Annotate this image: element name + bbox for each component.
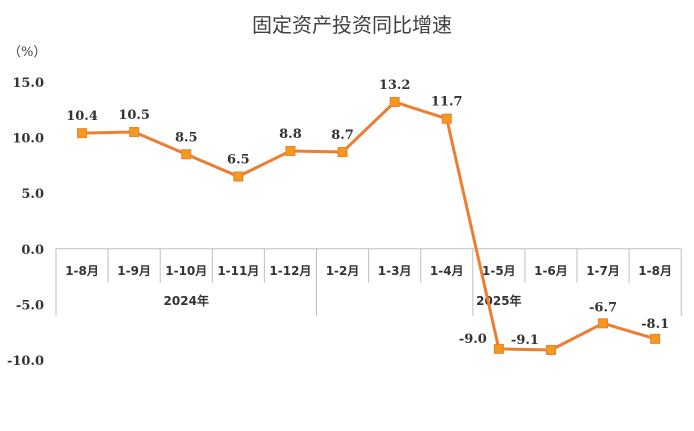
- x-tick-label: 1-11月: [217, 264, 259, 278]
- y-tick-label: 10.0: [12, 132, 44, 147]
- data-point: [389, 97, 400, 108]
- y-tick-label: 15.0: [12, 76, 44, 91]
- y-tick-label: -10.0: [7, 354, 44, 369]
- data-point: [493, 343, 504, 354]
- data-label: -9.1: [511, 333, 539, 348]
- x-axis-labels: 1-8月 1-9月 1-10月 1-11月 1-12月 1-2月 1-3月 1-4月 1-5月 1…: [65, 264, 672, 278]
- data-label: 8.5: [175, 130, 198, 145]
- series-line-path: [82, 100, 656, 352]
- data-point: [233, 171, 244, 182]
- data-label: 10.5: [118, 108, 150, 123]
- x-tick-label: 1-12月: [269, 264, 311, 278]
- year-labels: 2024年 2025年: [164, 293, 522, 308]
- data-point: [285, 145, 296, 156]
- x-tick-label: 1-2月: [326, 264, 360, 278]
- y-axis-ticks: 15.0 10.0 5.0 0.0 -5.0 -10.0: [7, 76, 44, 369]
- data-point: [650, 333, 661, 344]
- data-label: -6.7: [589, 300, 617, 315]
- data-label: 10.4: [66, 109, 98, 124]
- x-tick-label: 1-6月: [534, 264, 568, 278]
- year-label: 2024年: [164, 293, 209, 308]
- x-tick-label: 1-5月: [482, 264, 516, 278]
- x-tick-label: 1-10月: [165, 264, 207, 278]
- axes: [55, 248, 682, 316]
- x-tick-label: 1-8月: [638, 264, 672, 278]
- data-point: [181, 149, 192, 160]
- y-axis-unit: （%）: [8, 45, 46, 60]
- data-point: [598, 318, 609, 329]
- data-label: -9.0: [459, 332, 487, 347]
- data-label: 13.2: [379, 78, 411, 93]
- data-point: [337, 147, 348, 158]
- x-tick-label: 1-8月: [65, 264, 99, 278]
- series-line: [82, 100, 656, 352]
- series-markers: [77, 97, 661, 355]
- chart-title: 固定资产投资同比增速: [252, 13, 452, 37]
- data-label: 11.7: [431, 95, 463, 110]
- x-tick-label: 1-7月: [586, 264, 620, 278]
- data-labels: 10.4 10.5 8.5 6.5 8.8 8.7 13.2 11.7 -9.0 -9.1 -6.7…: [66, 78, 669, 348]
- data-label: 8.7: [331, 128, 354, 143]
- data-label: -8.1: [641, 317, 669, 332]
- data-point: [77, 128, 88, 139]
- data-label: 8.8: [279, 127, 302, 142]
- y-tick-label: 5.0: [21, 187, 44, 202]
- x-tick-label: 1-3月: [378, 264, 412, 278]
- data-label: 6.5: [227, 153, 250, 168]
- year-label: 2025年: [476, 293, 521, 308]
- x-tick-label: 1-4月: [430, 264, 464, 278]
- y-tick-label: -5.0: [16, 298, 44, 313]
- y-tick-label: 0.0: [21, 243, 44, 258]
- data-point: [545, 344, 556, 355]
- data-point: [441, 113, 452, 124]
- data-point: [129, 127, 140, 138]
- x-tick-label: 1-9月: [117, 264, 151, 278]
